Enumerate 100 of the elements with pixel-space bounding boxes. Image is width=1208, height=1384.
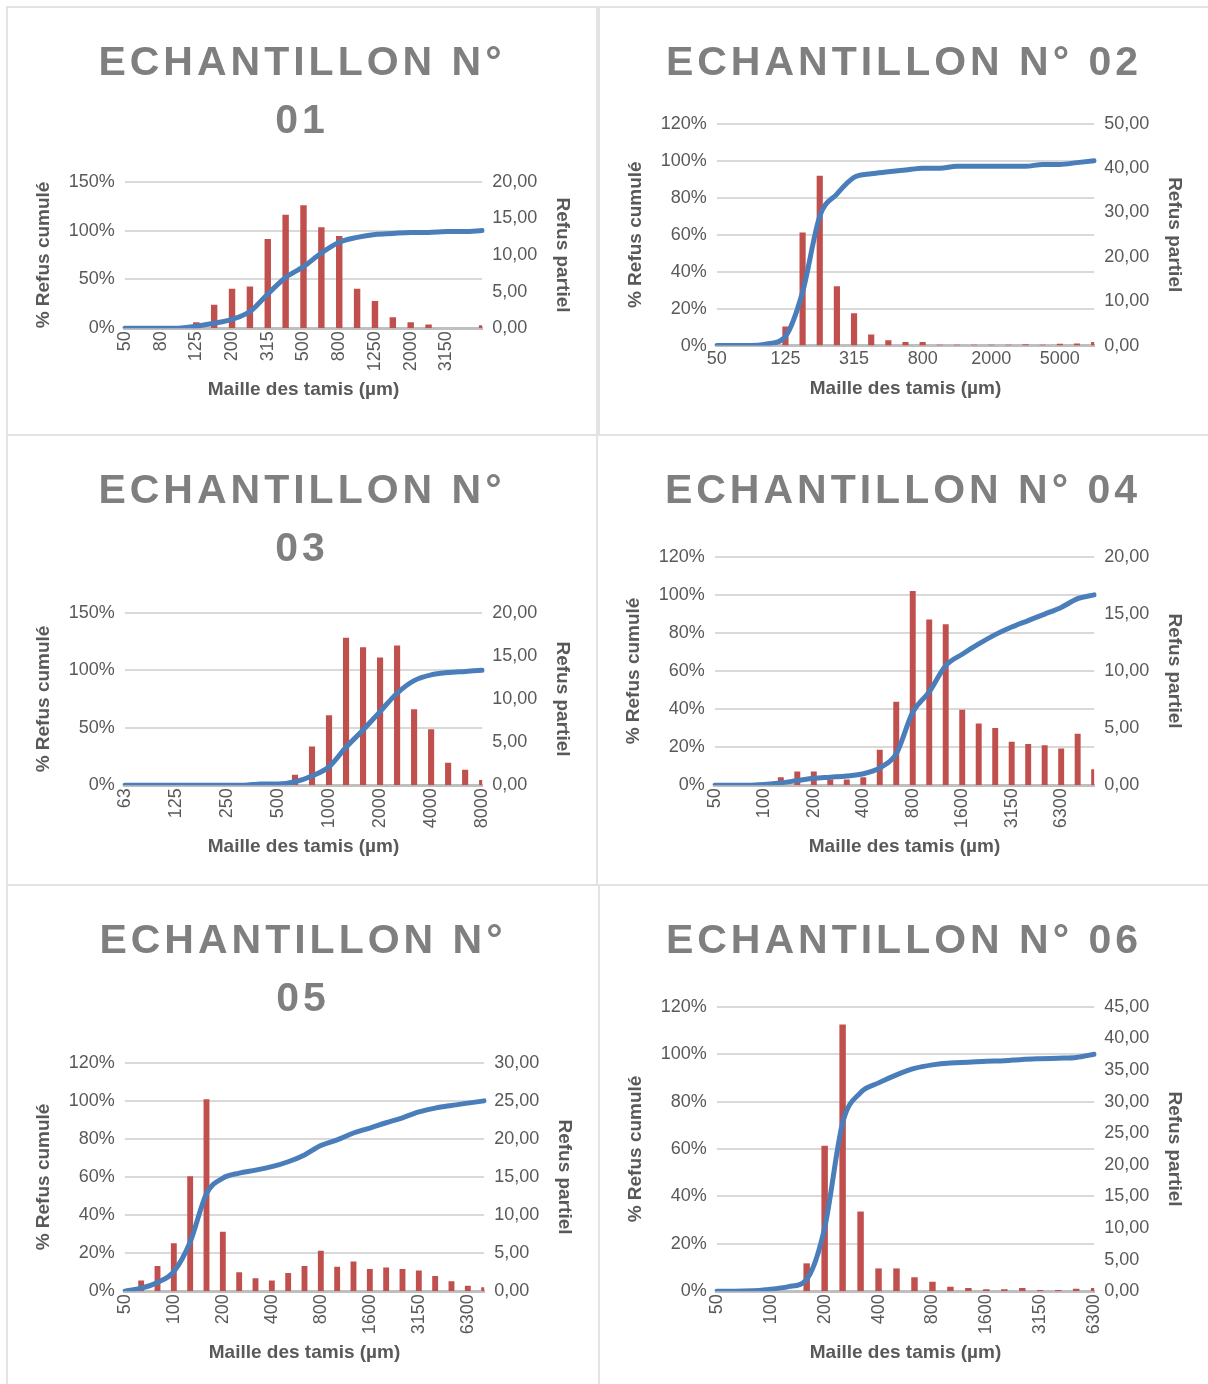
y-tick-label: 40%	[78, 1204, 115, 1225]
x-tick-label: 5000	[1039, 348, 1080, 369]
y2-axis-title: Refus partiel	[1165, 1091, 1187, 1207]
x-tick-label: 1000	[317, 788, 338, 829]
y-tick-label: 40%	[670, 1185, 707, 1206]
chart-title: ECHANTILLON N° 03	[97, 465, 507, 572]
y-tick-label: 80%	[670, 1090, 707, 1111]
y-tick-label: 0%	[88, 317, 115, 338]
y2-axis-title: Refus partiel	[553, 641, 575, 757]
x-tick-label: 400	[867, 1294, 888, 1325]
y-tick-label: 60%	[78, 1165, 115, 1186]
y-tick-label: 0%	[680, 334, 707, 355]
y2-tick-label: 5,00	[494, 1242, 530, 1263]
y-tick-label: 20%	[668, 736, 705, 757]
x-tick-label: 1600	[975, 1294, 996, 1335]
x-tick-label: 6300	[456, 1294, 477, 1335]
x-tick-label: 400	[852, 788, 873, 819]
y-tick-label: 0%	[88, 1280, 115, 1301]
y2-axis-title: Refus partiel	[553, 197, 575, 313]
y2-tick-label: 5,00	[1104, 1248, 1140, 1269]
x-tick-label: 6300	[1050, 788, 1071, 829]
y-tick-label: 120%	[68, 1051, 115, 1072]
x-tick-label: 50	[113, 1294, 134, 1315]
y-tick-label: 150%	[68, 170, 115, 191]
x-tick-label: 315	[839, 348, 870, 369]
y2-tick-label: 0,00	[1104, 1280, 1140, 1301]
y2-tick-label: 10,00	[492, 243, 538, 264]
x-axis-title: Maille des tamis (µm)	[809, 376, 1002, 398]
y-tick-label: 100%	[68, 1089, 115, 1110]
y-tick-label: 120%	[660, 995, 707, 1016]
y-tick-label: 0%	[88, 774, 115, 795]
x-tick-label: 4000	[420, 788, 441, 829]
x-tick-label: 8000	[471, 788, 492, 829]
y2-tick-label: 40,00	[1104, 1027, 1150, 1048]
y2-tick-label: 10,00	[1104, 1216, 1150, 1237]
y-tick-label: 50%	[78, 268, 115, 289]
x-tick-label: 100	[759, 1294, 780, 1325]
x-tick-label: 100	[162, 1294, 183, 1325]
y-tick-label: 0%	[678, 774, 705, 795]
x-tick-label: 800	[907, 348, 938, 369]
y2-tick-label: 5,00	[492, 280, 528, 301]
y-axis-title: % Refus cumulé	[31, 181, 53, 329]
x-tick-label: 250	[215, 788, 236, 819]
chart-title: ECHANTILLON N° 04	[663, 465, 1143, 514]
x-tick-label: 2000	[369, 788, 390, 829]
y2-tick-label: 45,00	[1104, 995, 1150, 1016]
y-axis-title: % Refus cumulé	[31, 1103, 53, 1251]
x-tick-label: 3150	[435, 331, 456, 372]
y-axis-title: % Refus cumulé	[623, 1075, 645, 1223]
x-tick-label: 125	[770, 348, 801, 369]
y-tick-label: 120%	[658, 545, 705, 566]
x-tick-label: 125	[185, 331, 206, 362]
x-tick-label: 3150	[1000, 788, 1021, 829]
y2-tick-label: 20,00	[492, 601, 538, 622]
y2-tick-label: 15,00	[1104, 1185, 1150, 1206]
x-axis-title: Maille des tamis (µm)	[207, 377, 400, 399]
x-tick-label: 6300	[1083, 1294, 1104, 1335]
y-tick-label: 0%	[680, 1280, 707, 1301]
x-tick-label: 800	[309, 1294, 330, 1325]
x-tick-label: 80	[149, 331, 170, 352]
y-axis-title: % Refus cumulé	[621, 597, 643, 745]
y2-tick-label: 25,00	[1104, 1122, 1150, 1143]
y2-tick-label: 10,00	[1104, 659, 1150, 680]
y-tick-label: 60%	[668, 659, 705, 680]
y2-tick-label: 20,00	[1104, 1153, 1150, 1174]
y-axis-title: % Refus cumulé	[31, 625, 53, 773]
y-tick-label: 120%	[660, 112, 707, 133]
y-tick-label: 100%	[660, 149, 707, 170]
x-axis-title: Maille des tamis (µm)	[808, 834, 1001, 856]
x-tick-label: 63	[113, 788, 134, 809]
y2-tick-label: 5,00	[1104, 717, 1140, 738]
y-tick-label: 40%	[670, 260, 707, 281]
y2-tick-label: 20,00	[494, 1127, 540, 1148]
y-tick-label: 20%	[78, 1242, 115, 1263]
x-tick-label: 1600	[951, 788, 972, 829]
y-tick-label: 100%	[658, 583, 705, 604]
x-tick-label: 50	[706, 348, 727, 369]
y-tick-label: 150%	[68, 601, 115, 622]
y2-tick-label: 0,00	[1104, 774, 1140, 795]
y2-tick-label: 50,00	[1104, 112, 1150, 133]
x-tick-label: 50	[705, 1294, 726, 1315]
x-axis-title: Maille des tamis (µm)	[809, 1340, 1002, 1362]
x-tick-label: 100	[753, 788, 774, 819]
x-tick-label: 200	[221, 331, 241, 362]
x-tick-label: 3150	[1029, 1294, 1050, 1335]
x-tick-label: 200	[211, 1294, 232, 1325]
x-tick-label: 200	[802, 788, 823, 819]
x-tick-label: 2000	[399, 331, 420, 372]
y-tick-label: 80%	[668, 621, 705, 642]
y2-tick-label: 10,00	[1104, 290, 1150, 311]
y2-tick-label: 0,00	[492, 774, 528, 795]
x-tick-label: 500	[292, 331, 313, 362]
x-tick-label: 50	[703, 788, 724, 809]
y-tick-label: 60%	[670, 1137, 707, 1158]
chart-title: ECHANTILLON N° 06	[664, 915, 1144, 964]
y2-tick-label: 30,00	[1104, 1090, 1150, 1111]
y2-tick-label: 40,00	[1104, 157, 1150, 178]
y-tick-label: 20%	[670, 297, 707, 318]
chart-title: ECHANTILLON N° 02	[664, 37, 1144, 86]
chart-title: ECHANTILLON N° 05	[98, 915, 508, 1022]
